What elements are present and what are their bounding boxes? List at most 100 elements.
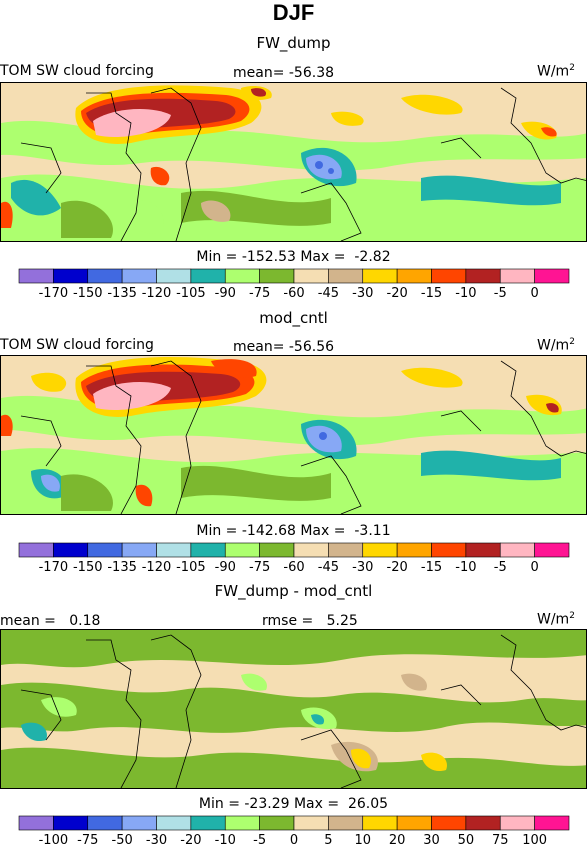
colorbar-tick-label: -10	[455, 560, 476, 575]
colorbar-tick-label: -60	[283, 560, 304, 575]
panel-3-map	[0, 629, 587, 789]
colorbar-swatch	[18, 542, 54, 558]
panel-1-stats: Min = -152.53 Max = -2.82	[196, 249, 391, 265]
colorbar-swatch	[293, 268, 329, 284]
colorbar-tick-label: -120	[142, 560, 172, 575]
colorbar-swatch	[87, 542, 123, 558]
colorbar-tick-label: -15	[421, 286, 442, 301]
colorbar-tick-label: 75	[492, 833, 509, 845]
colorbar-tick-label: 50	[458, 833, 475, 845]
colorbar-tick-label: -5	[494, 286, 507, 301]
colorbar-swatch	[499, 542, 535, 558]
panel-1-mean-label: mean= -56.38	[233, 65, 335, 81]
colorbar-swatch	[156, 268, 192, 284]
colorbar-swatch	[190, 815, 226, 831]
colorbar-swatch	[534, 268, 570, 284]
colorbar-swatch	[53, 542, 89, 558]
panel-1-field-label: TOM SW cloud forcing	[0, 63, 154, 79]
panel-2-map	[0, 355, 587, 515]
colorbar-swatch	[465, 815, 501, 831]
colorbar-swatch	[121, 815, 157, 831]
colorbar-tick-label: -15	[421, 560, 442, 575]
colorbar-tick-label: -90	[215, 560, 236, 575]
colorbar-swatch	[465, 542, 501, 558]
colorbar-swatch	[328, 542, 364, 558]
colorbar-swatch	[396, 815, 432, 831]
colorbar-swatch	[431, 268, 467, 284]
colorbar-tick-label: -30	[146, 833, 167, 845]
colorbar-swatch	[534, 815, 570, 831]
colorbar-swatch	[362, 542, 398, 558]
panel-3-units: W/m2	[537, 611, 575, 628]
colorbar-tick-label: -75	[249, 286, 270, 301]
colorbar-swatch	[190, 542, 226, 558]
colorbar-swatch	[53, 815, 89, 831]
colorbar-tick-label: 30	[423, 833, 440, 845]
colorbar-swatch	[396, 268, 432, 284]
colorbar-swatch	[499, 268, 535, 284]
colorbar-swatch	[328, 268, 364, 284]
colorbar-swatch	[190, 268, 226, 284]
colorbar-tick-label: -45	[318, 560, 339, 575]
colorbar-swatch	[259, 815, 295, 831]
colorbar-swatch	[431, 815, 467, 831]
colorbar-swatch	[224, 542, 260, 558]
panel-3-map-svg	[1, 630, 586, 788]
colorbar-tick-label: -20	[387, 286, 408, 301]
colorbar-tick-label: -5	[494, 560, 507, 575]
panel-1-map-svg	[1, 83, 586, 241]
colorbar-tick-label: -105	[176, 560, 206, 575]
colorbar-swatch	[224, 815, 260, 831]
colorbar-swatch	[293, 542, 329, 558]
colorbar-tick-label: -30	[352, 560, 373, 575]
panel-3-mean-label: mean = 0.18	[0, 613, 101, 629]
colorbar-swatch	[87, 268, 123, 284]
colorbar-tick-label: 20	[389, 833, 406, 845]
colorbar-tick-label: -20	[180, 833, 201, 845]
colorbar-tick-label: -150	[73, 560, 103, 575]
colorbar-swatch	[328, 815, 364, 831]
panel-1-units: W/m2	[537, 63, 575, 80]
colorbar-tick-label: -150	[73, 286, 103, 301]
panel-1-title: FW_dump	[256, 34, 331, 52]
colorbar-swatch	[293, 815, 329, 831]
panel-3-colorbar: -100 -75 -50 -30 -20 -10 -5 0 5 10 20 30 50 75 100	[18, 815, 570, 845]
colorbar-tick-label: 10	[354, 833, 371, 845]
colorbar-tick-label: -20	[387, 560, 408, 575]
colorbar-tick-label: -75	[249, 560, 270, 575]
colorbar-swatch	[121, 542, 157, 558]
panel-3-rmse-label: rmse = 5.25	[262, 613, 358, 629]
colorbar-swatch	[396, 542, 432, 558]
colorbar-swatch	[499, 815, 535, 831]
colorbar-swatch	[259, 268, 295, 284]
colorbar-tick-label: -5	[253, 833, 266, 845]
colorbar-tick-label: -135	[107, 560, 137, 575]
figure-title: DJF	[272, 0, 315, 25]
colorbar-tick-label: -60	[283, 286, 304, 301]
colorbar-tick-label: 0	[530, 560, 538, 575]
colorbar-tick-label: -75	[77, 833, 98, 845]
colorbar-swatch	[156, 542, 192, 558]
colorbar-swatch	[465, 268, 501, 284]
colorbar-tick-label: -30	[352, 286, 373, 301]
panel-3-title: FW_dump - mod_cntl	[214, 582, 373, 600]
panel-2-stats: Min = -142.68 Max = -3.11	[196, 523, 391, 539]
colorbar-tick-label: -105	[176, 286, 206, 301]
panel-2-units: W/m2	[537, 337, 575, 354]
colorbar-swatch	[534, 542, 570, 558]
panel-2-field-label: TOM SW cloud forcing	[0, 337, 154, 353]
colorbar-tick-label: -135	[107, 286, 137, 301]
panel-2-map-svg	[1, 356, 586, 514]
colorbar-tick-label: -170	[39, 560, 69, 575]
panel-2-colorbar: -170 -150 -135 -120 -105 -90 -75 -60 -45 -30 -20 -1…	[18, 542, 570, 575]
colorbar-swatch	[53, 268, 89, 284]
panel-2-mean-label: mean= -56.56	[233, 339, 335, 355]
colorbar-swatch	[18, 268, 54, 284]
colorbar-tick-label: 0	[290, 833, 298, 845]
panel-2-title: mod_cntl	[259, 309, 328, 327]
colorbar-swatch	[224, 268, 260, 284]
colorbar-swatch	[18, 815, 54, 831]
colorbar-tick-label: 100	[522, 833, 547, 845]
colorbar-tick-label: -120	[142, 286, 172, 301]
colorbar-tick-label: -45	[318, 286, 339, 301]
